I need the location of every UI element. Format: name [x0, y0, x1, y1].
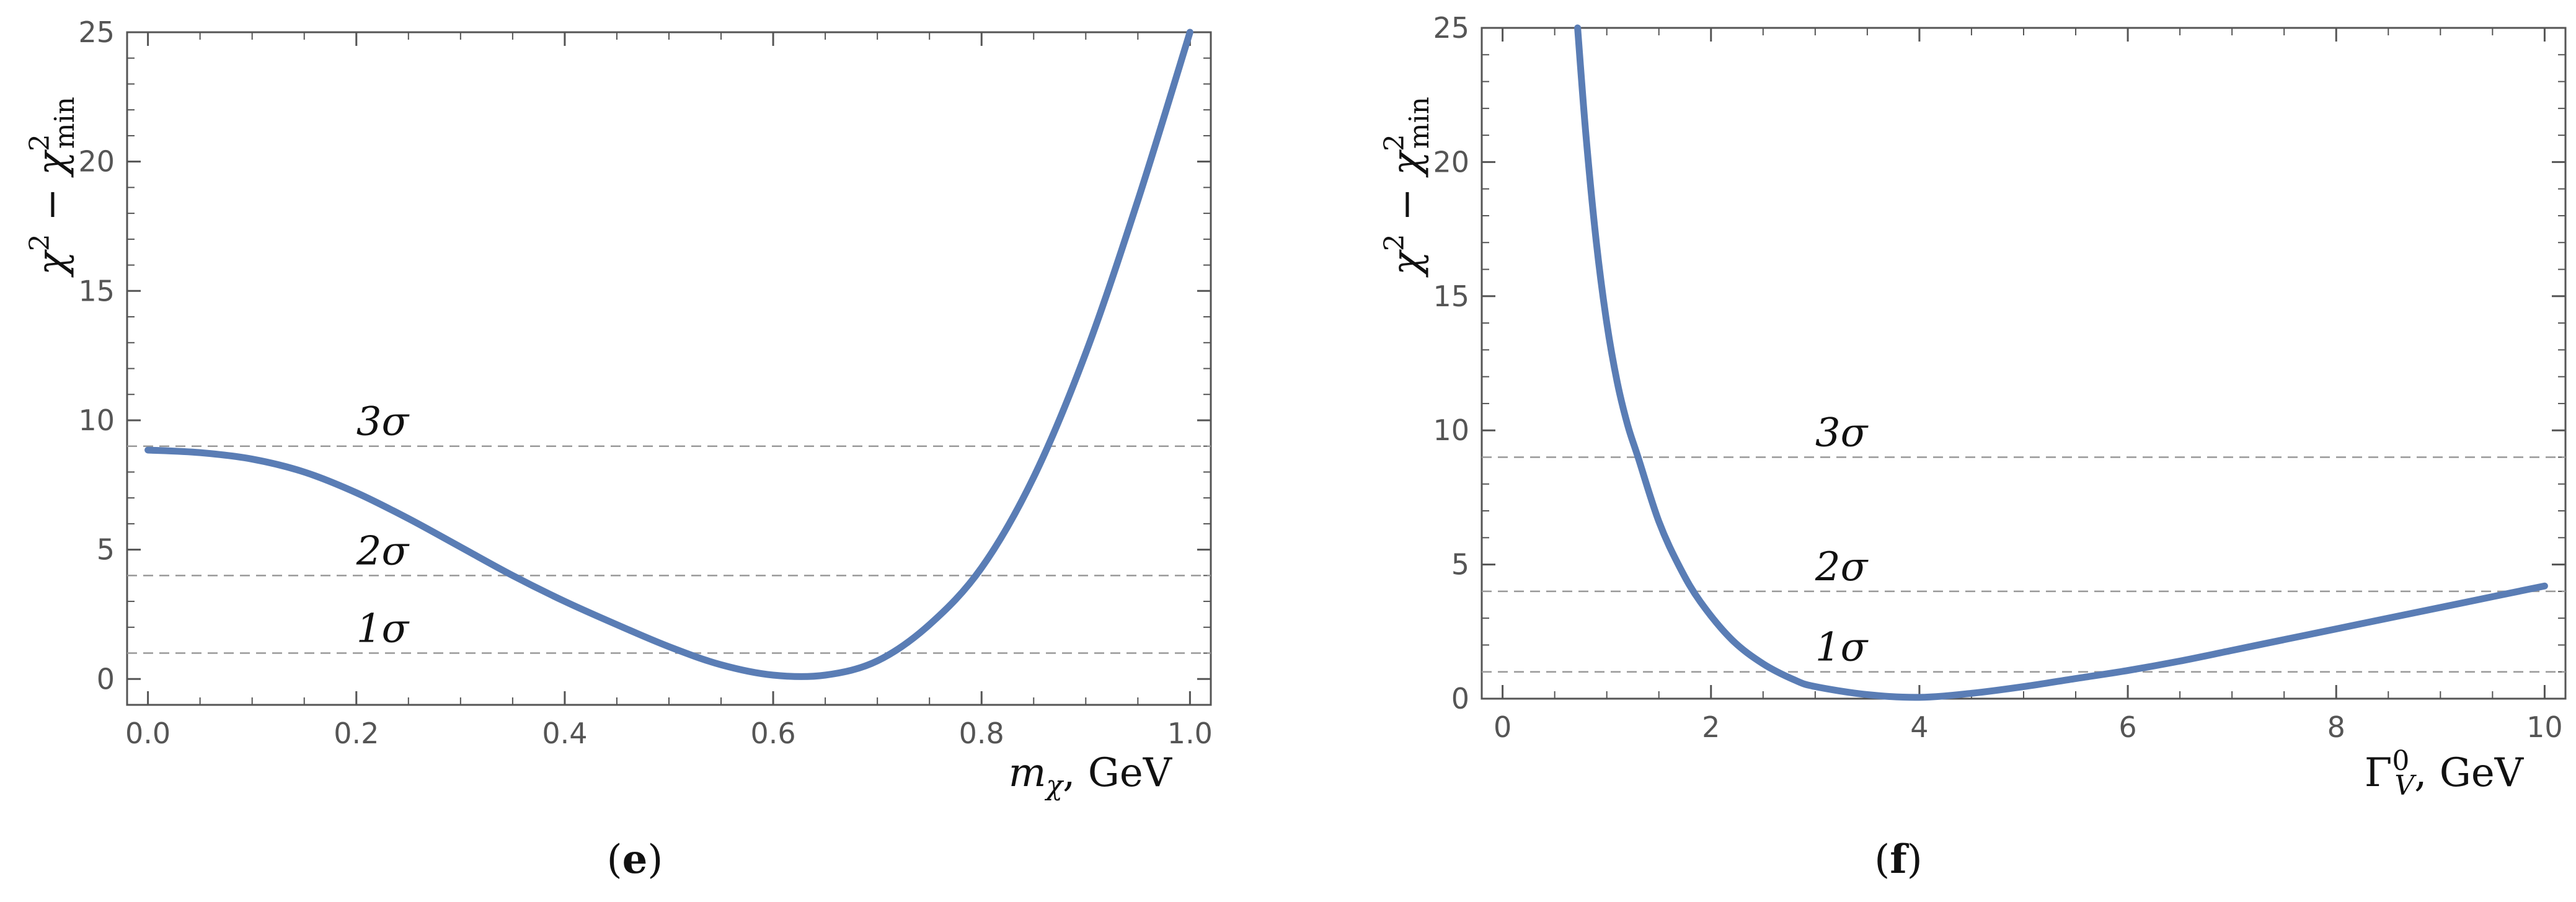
- chart-e-frame: [126, 31, 1212, 706]
- y-tick-label: 15: [78, 274, 115, 307]
- chart-f: 0 2 4 6 8 10 0 5 10 15 20 25 3σ 2σ 1σ Γ0 V, GeV χ2 − χ…: [1379, 11, 2567, 883]
- chart-e: 0.0 0.2 0.4 0.6 0.8 1.0 0 5 10 15 20 25 3σ 2σ 1σ mχ, …: [24, 15, 1213, 883]
- y-tick-label: 25: [1433, 11, 1469, 45]
- panel-label-e: (e): [607, 836, 663, 883]
- chart-f-frame: [1481, 27, 2567, 700]
- chart-e-x-axis-label: mχ, GeV: [1009, 750, 1173, 802]
- y-tick-label: 5: [97, 533, 115, 567]
- y-tick-label: 20: [1433, 145, 1469, 179]
- chart-f-x-axis-label: Γ0 V, GeV: [2365, 745, 2525, 802]
- reference-line-label: 2σ: [356, 528, 410, 574]
- reference-line-label: 2σ: [1815, 544, 1869, 590]
- x-tick-label: 0: [1494, 710, 1512, 744]
- chart-f-reference-lines: 3σ 2σ 1σ: [1482, 410, 2565, 673]
- x-tick-label: 8: [2327, 710, 2345, 744]
- panel-label-f: (f): [1874, 836, 1922, 883]
- x-tick-label: 0.4: [542, 717, 587, 750]
- chart-f-series-line: [1574, 24, 2548, 701]
- chart-e-series-line: [144, 29, 1193, 680]
- y-tick-label: 0: [97, 662, 115, 696]
- x-tick-label: 0.6: [750, 717, 795, 750]
- reference-line-label: 3σ: [1815, 410, 1869, 456]
- chart-e-reference-lines: 3σ 2σ 1σ: [127, 399, 1211, 654]
- y-tick-label: 15: [1433, 280, 1469, 313]
- chart-f-ticks: 0 2 4 6 8 10 0 5 10 15 20 25: [1433, 11, 2565, 744]
- reference-line-label: 1σ: [1815, 625, 1869, 671]
- y-tick-label: 10: [78, 404, 115, 437]
- chart-e-ticks: 0.0 0.2 0.4 0.6 0.8 1.0 0 5 10 15 20 25: [78, 15, 1213, 750]
- x-tick-label: 0.8: [959, 717, 1004, 750]
- reference-line-label: 1σ: [356, 606, 410, 652]
- x-tick-label: 10: [2526, 710, 2563, 744]
- x-tick-label: 0.2: [334, 717, 379, 750]
- chart-f-y-axis-label: χ2 − χ2min: [1379, 97, 1435, 278]
- y-tick-label: 5: [1451, 548, 1469, 581]
- reference-line-label: 3σ: [356, 399, 410, 445]
- x-tick-label: 4: [1910, 710, 1928, 744]
- x-tick-label: 2: [1702, 710, 1720, 744]
- x-tick-label: 6: [2118, 710, 2136, 744]
- y-tick-label: 10: [1433, 413, 1469, 447]
- x-tick-label: 1.0: [1167, 717, 1213, 750]
- y-tick-label: 25: [78, 15, 115, 49]
- y-tick-label: 20: [78, 145, 115, 179]
- x-tick-label: 0.0: [125, 717, 170, 750]
- chart-e-y-axis-label: χ2 − χ2min: [24, 97, 81, 278]
- y-tick-label: 0: [1451, 682, 1469, 715]
